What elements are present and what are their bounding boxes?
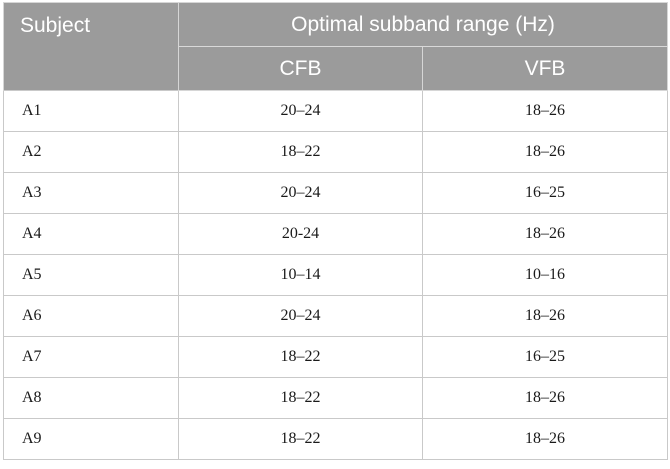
header-cfb: CFB — [178, 46, 423, 91]
header-subject: Subject — [3, 2, 179, 91]
cell-cfb: 18–22 — [178, 377, 423, 419]
cell-vfb: 18–26 — [421, 131, 669, 173]
cell-cfb: 20–24 — [178, 90, 423, 132]
table-row: A9 18–22 18–26 — [3, 418, 669, 460]
cell-vfb: 18–26 — [421, 90, 669, 132]
table-row: A6 20–24 18–26 — [3, 295, 669, 337]
cell-vfb: 18–26 — [421, 418, 669, 460]
cell-subject: A2 — [3, 131, 179, 173]
cell-subject: A5 — [3, 254, 179, 296]
cell-vfb: 18–26 — [421, 213, 669, 255]
cell-cfb: 20–24 — [178, 295, 423, 337]
cell-subject: A1 — [3, 90, 179, 132]
table-row: A3 20–24 16–25 — [3, 172, 669, 214]
cell-subject: A4 — [3, 213, 179, 255]
table-row: A4 20-24 18–26 — [3, 213, 669, 255]
table-row: A5 10–14 10–16 — [3, 254, 669, 296]
cell-cfb: 18–22 — [178, 418, 423, 460]
table-row: A1 20–24 18–26 — [3, 90, 669, 132]
cell-cfb: 20-24 — [178, 213, 423, 255]
cell-subject: A7 — [3, 336, 179, 378]
table-row: A7 18–22 16–25 — [3, 336, 669, 378]
cell-cfb: 18–22 — [178, 131, 423, 173]
table-row: A8 18–22 18–26 — [3, 377, 669, 419]
cell-subject: A6 — [3, 295, 179, 337]
cell-cfb: 20–24 — [178, 172, 423, 214]
cell-vfb: 10–16 — [421, 254, 669, 296]
table-row: A2 18–22 18–26 — [3, 131, 669, 173]
cell-vfb: 18–26 — [421, 295, 669, 337]
table-body: A1 20–24 18–26 A2 18–22 18–26 A3 20–24 1… — [3, 90, 669, 460]
header-vfb: VFB — [421, 46, 669, 91]
subband-table-container: Subject Optimal subband range (Hz) CFB V… — [3, 2, 669, 460]
cell-cfb: 18–22 — [178, 336, 423, 378]
cell-vfb: 18–26 — [421, 377, 669, 419]
cell-cfb: 10–14 — [178, 254, 423, 296]
cell-vfb: 16–25 — [421, 172, 669, 214]
table-header: Subject Optimal subband range (Hz) CFB V… — [3, 2, 669, 91]
cell-subject: A3 — [3, 172, 179, 214]
header-optimal-subband-range: Optimal subband range (Hz) — [177, 2, 669, 47]
cell-subject: A9 — [3, 418, 179, 460]
cell-vfb: 16–25 — [421, 336, 669, 378]
cell-subject: A8 — [3, 377, 179, 419]
subband-table: Subject Optimal subband range (Hz) CFB V… — [3, 2, 669, 460]
